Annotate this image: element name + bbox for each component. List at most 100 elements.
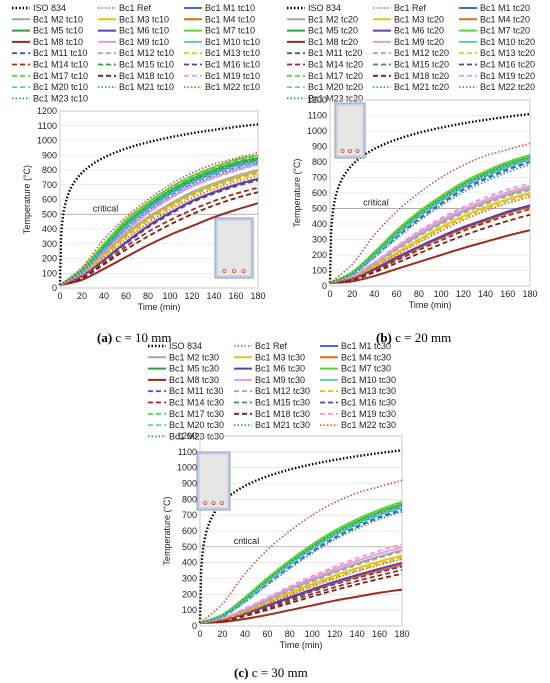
legend-label: Bc1 M10 tc20 bbox=[480, 37, 535, 47]
legend-entry: Bc1 M16 tc30 bbox=[320, 398, 396, 408]
legend-entry: Bc1 M12 tc10 bbox=[98, 48, 174, 58]
legend-label: Bc1 M1 tc10 bbox=[205, 3, 255, 13]
series-line bbox=[329, 189, 531, 284]
section-inset-core bbox=[216, 219, 252, 277]
legend-entry: Bc1 Ref bbox=[373, 3, 427, 13]
legend-entry: Bc1 M7 tc20 bbox=[459, 26, 530, 36]
legend-entry: Bc1 M15 tc20 bbox=[373, 60, 449, 70]
x-tick-label: 140 bbox=[350, 629, 365, 639]
series-line bbox=[199, 565, 403, 624]
x-tick-label: 120 bbox=[184, 291, 199, 301]
x-tick-label: 160 bbox=[500, 289, 515, 299]
legend-label: Bc1 M17 tc10 bbox=[33, 71, 88, 81]
x-tick-label: 140 bbox=[478, 289, 493, 299]
x-axis-label: Time (min) bbox=[409, 300, 452, 310]
legend-entry: Bc1 M21 tc10 bbox=[98, 82, 174, 92]
y-tick-label: 900 bbox=[312, 142, 327, 152]
y-tick-label: 100 bbox=[312, 266, 327, 276]
series-line bbox=[59, 202, 259, 287]
y-tick-label: 100 bbox=[182, 605, 197, 615]
legend-label: Bc1 M4 tc30 bbox=[341, 352, 391, 362]
series-line bbox=[329, 157, 531, 284]
legend-entry: Bc1 M7 tc10 bbox=[184, 26, 255, 36]
x-tick-label: 100 bbox=[434, 289, 449, 299]
series-line bbox=[199, 543, 403, 624]
legend-entry: Bc1 M10 tc10 bbox=[184, 37, 260, 47]
y-tick-label: 400 bbox=[312, 219, 327, 229]
y-tick-label: 500 bbox=[42, 209, 57, 219]
series-line bbox=[329, 208, 531, 284]
legend-entry: Bc1 M6 tc20 bbox=[373, 26, 444, 36]
y-tick-label: 400 bbox=[182, 558, 197, 568]
legend-label: Bc1 M7 tc30 bbox=[341, 364, 391, 374]
legend-entry: Bc1 M5 tc30 bbox=[148, 364, 219, 374]
legend-entry: Bc1 M9 tc10 bbox=[98, 37, 169, 47]
x-tick-label: 0 bbox=[57, 291, 62, 301]
legend-label: Bc1 M20 tc10 bbox=[33, 82, 88, 92]
legend-label: Bc1 Ref bbox=[394, 3, 427, 13]
legend-entry: Bc1 M21 tc20 bbox=[373, 82, 449, 92]
legend-label: Bc1 M1 tc30 bbox=[341, 341, 391, 351]
x-tick-label: 0 bbox=[197, 629, 202, 639]
x-tick-label: 180 bbox=[522, 289, 537, 299]
series-line bbox=[329, 161, 531, 284]
legend-entry: Bc1 M6 tc30 bbox=[234, 364, 305, 374]
legend-label: Bc1 M23 tc30 bbox=[169, 431, 224, 441]
y-tick-label: 900 bbox=[42, 150, 57, 160]
caption-b-letter: (b) bbox=[376, 330, 392, 345]
legend-entry: Bc1 M18 tc20 bbox=[373, 71, 449, 81]
x-tick-label: 180 bbox=[394, 629, 409, 639]
legend-label: Bc1 M14 tc10 bbox=[33, 60, 88, 70]
legend-entry: Bc1 M3 tc20 bbox=[373, 14, 444, 24]
legend-entry: Bc1 Ref bbox=[234, 341, 288, 351]
x-tick-label: 20 bbox=[217, 629, 227, 639]
legend-label: Bc1 M5 tc20 bbox=[308, 26, 358, 36]
critical-label: critical bbox=[363, 198, 389, 208]
legend-label: Bc1 M2 tc20 bbox=[308, 14, 358, 24]
series-line bbox=[329, 213, 531, 284]
legend-entry: Bc1 M10 tc20 bbox=[459, 37, 535, 47]
legend-entry: Bc1 M15 tc10 bbox=[98, 60, 174, 70]
rebar-marker bbox=[340, 148, 345, 153]
legend-label: Bc1 M11 tc30 bbox=[169, 386, 223, 396]
series-line bbox=[199, 506, 403, 624]
series-line bbox=[329, 159, 531, 284]
series-line bbox=[199, 588, 403, 624]
legend-label: Bc1 M8 tc20 bbox=[308, 37, 358, 47]
legend-entry: Bc1 M19 tc20 bbox=[459, 71, 535, 81]
legend-label: Bc1 M9 tc20 bbox=[394, 37, 444, 47]
legend-label: Bc1 M23 tc20 bbox=[308, 93, 363, 103]
rebar-marker bbox=[231, 268, 236, 273]
y-tick-label: 100 bbox=[42, 268, 57, 278]
rebar-marker bbox=[203, 500, 208, 505]
y-tick-label: 600 bbox=[312, 188, 327, 198]
legend-label: ISO 834 bbox=[33, 3, 66, 13]
legend-label: Bc1 M4 tc20 bbox=[480, 14, 530, 24]
legend-label: Bc1 M22 tc30 bbox=[341, 420, 396, 430]
rebar-marker bbox=[355, 148, 360, 153]
plot-area bbox=[59, 110, 259, 289]
legend-entry: ISO 834 bbox=[148, 341, 202, 351]
legend-label: Bc1 M19 tc20 bbox=[480, 71, 535, 81]
y-tick-label: 1000 bbox=[177, 463, 197, 473]
x-tick-label: 100 bbox=[305, 629, 320, 639]
y-tick-label: 200 bbox=[182, 589, 197, 599]
series-line bbox=[59, 191, 259, 286]
series-line bbox=[199, 502, 403, 624]
legend-label: Bc1 M4 tc10 bbox=[205, 14, 255, 24]
legend-label: Bc1 M2 tc30 bbox=[169, 352, 219, 362]
legend-entry: Bc1 M19 tc10 bbox=[184, 71, 260, 81]
section-inset-core bbox=[336, 104, 364, 157]
legend-label: Bc1 M19 tc10 bbox=[205, 71, 260, 81]
x-tick-label: 140 bbox=[206, 291, 221, 301]
legend-label: Bc1 M16 tc10 bbox=[205, 60, 260, 70]
rebar-marker bbox=[347, 148, 352, 153]
legend-label: Bc1 M15 tc10 bbox=[119, 60, 174, 70]
series-line bbox=[59, 177, 259, 286]
y-tick-label: 200 bbox=[42, 254, 57, 264]
legend-entry: Bc1 M8 tc20 bbox=[287, 37, 358, 47]
x-tick-label: 60 bbox=[121, 291, 131, 301]
legend-label: Bc1 M12 tc10 bbox=[119, 48, 174, 58]
legend-entry: Bc1 M14 tc10 bbox=[12, 60, 88, 70]
x-tick-label: 40 bbox=[369, 289, 379, 299]
